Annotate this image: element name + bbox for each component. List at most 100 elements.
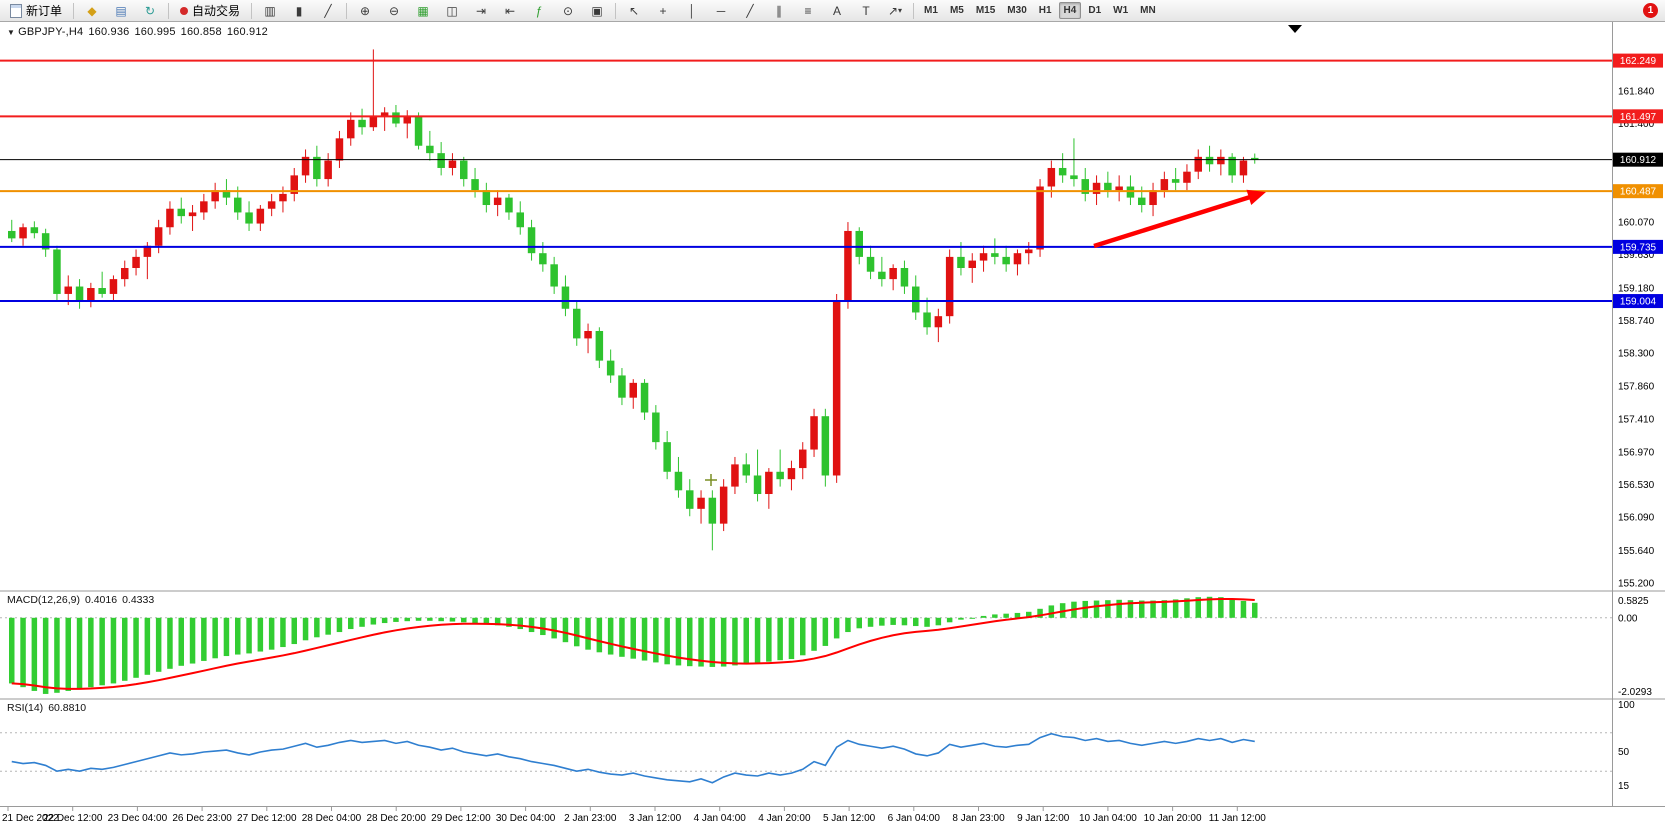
- candle-body: [121, 268, 129, 280]
- time-axis-label: 30 Dec 04:00: [496, 813, 556, 824]
- period-button[interactable]: ⊙: [554, 1, 582, 21]
- tile-windows-button[interactable]: ◫: [438, 1, 466, 21]
- trend-arrow-shaft[interactable]: [1093, 193, 1256, 249]
- timeframe-button-M5[interactable]: M5: [949, 5, 964, 16]
- indicators-button[interactable]: ƒ: [525, 1, 553, 21]
- candle-body: [369, 116, 378, 128]
- candle-body: [686, 490, 694, 509]
- candle-body: [347, 119, 355, 139]
- macd-histogram-bar: [1105, 600, 1111, 618]
- history-center-button[interactable]: ↻: [136, 1, 164, 21]
- arrows-tool-button[interactable]: ↗ ▾: [881, 1, 909, 21]
- macd-histogram-bar: [969, 617, 975, 619]
- candle-body: [1104, 182, 1112, 191]
- macd-histogram-bar: [619, 617, 625, 657]
- channel-button[interactable]: ∥: [765, 1, 793, 21]
- time-axis-label: 8 Jan 23:00: [952, 813, 1005, 824]
- macd-histogram-bar: [189, 617, 196, 664]
- trendline-button[interactable]: ╱: [736, 1, 764, 21]
- price-badge: [1613, 184, 1663, 199]
- macd-histogram-bar: [980, 615, 987, 618]
- candle-body: [1115, 186, 1123, 191]
- chart-shift-button[interactable]: ⇤: [496, 1, 524, 21]
- macd-histogram-bar: [20, 617, 26, 688]
- timeframe-button-MN[interactable]: MN: [1140, 5, 1156, 16]
- timeframe-button-H1[interactable]: H1: [1038, 5, 1052, 16]
- chart-shift-marker[interactable]: [1288, 25, 1302, 33]
- timeframe-button-M15[interactable]: M15: [975, 5, 996, 16]
- price-badge-label: 159.004: [1620, 297, 1657, 308]
- price-axis-label: 159.180: [1618, 284, 1655, 295]
- notification-badge[interactable]: 1: [1643, 3, 1658, 18]
- zoom-out-button[interactable]: ⊖: [380, 1, 408, 21]
- bar-chart-button[interactable]: ▥: [256, 1, 284, 21]
- candle-body: [471, 179, 479, 191]
- macd-histogram-bar: [1082, 600, 1088, 618]
- line-chart-button[interactable]: ╱: [314, 1, 342, 21]
- fibonacci-button[interactable]: ≡: [794, 1, 822, 21]
- time-axis-label: 23 Dec 04:00: [108, 813, 168, 824]
- crosshair-tool-button[interactable]: +: [649, 1, 677, 21]
- candle-body: [708, 497, 717, 524]
- macd-histogram-bar: [856, 617, 862, 629]
- metaeditor-button[interactable]: ◆: [78, 1, 106, 21]
- print-button[interactable]: ▤: [107, 1, 135, 21]
- cursor-tool-button[interactable]: ↖: [620, 1, 648, 21]
- timeframe-button-W1[interactable]: W1: [1113, 5, 1129, 16]
- arrow-tool-icon: ↗: [887, 3, 899, 18]
- timeframe-button-H4[interactable]: H4: [1058, 2, 1082, 19]
- vertical-line-button[interactable]: │: [678, 1, 706, 21]
- price-axis[interactable]: [1612, 22, 1665, 806]
- candle-body: [742, 464, 750, 476]
- macd-histogram-bar: [1184, 598, 1190, 618]
- macd-histogram-bar: [257, 617, 264, 652]
- macd-histogram-bar: [1229, 599, 1235, 618]
- candle-body: [132, 256, 140, 269]
- macd-histogram-bar: [992, 614, 998, 618]
- candle-body: [87, 288, 95, 302]
- macd-histogram-bar: [585, 617, 591, 650]
- main-chart-plot-area[interactable]: [0, 22, 1612, 590]
- text-tool-button[interactable]: A: [823, 1, 851, 21]
- candle-body: [595, 330, 604, 361]
- screenshot-button[interactable]: ▣: [583, 1, 611, 21]
- macd-histogram-bar: [212, 617, 218, 659]
- grid-button[interactable]: ▦: [409, 1, 437, 21]
- autoscroll-button[interactable]: ⇥: [467, 1, 495, 21]
- candle-body: [527, 227, 536, 254]
- candle-body: [1047, 167, 1056, 187]
- candle-body: [234, 197, 242, 213]
- autotrading-button[interactable]: 自动交易: [173, 1, 247, 21]
- timeframe-button-M1[interactable]: M1: [924, 5, 938, 16]
- macd-histogram-bar: [1093, 600, 1100, 618]
- timeframe-button-D1[interactable]: D1: [1088, 5, 1102, 16]
- macd-histogram-bar: [913, 617, 919, 627]
- candle-body: [889, 268, 897, 280]
- candle-body: [279, 193, 287, 202]
- candle-body: [1149, 190, 1157, 206]
- candle-body: [1013, 253, 1022, 265]
- zoom-in-button[interactable]: ⊕: [351, 1, 379, 21]
- candle-body: [1138, 197, 1146, 206]
- channel-icon: ∥: [776, 3, 783, 18]
- timeframe-button-M30[interactable]: M30: [1007, 5, 1027, 16]
- horizontal-line-button[interactable]: ─: [707, 1, 735, 21]
- macd-histogram-bar: [167, 617, 173, 669]
- trend-arrow-head[interactable]: [1246, 189, 1266, 206]
- price-axis-label: 160.070: [1618, 218, 1655, 229]
- tile-windows-icon: ◫: [446, 3, 458, 18]
- candle-body: [177, 208, 185, 217]
- candle-body: [1251, 157, 1259, 160]
- candle-body: [753, 475, 762, 495]
- candle-body: [1025, 249, 1033, 254]
- price-badge: [1613, 239, 1663, 254]
- symbol-dropdown-icon[interactable]: ▼: [7, 28, 16, 37]
- macd-histogram-bar: [314, 617, 320, 638]
- label-tool-button[interactable]: T: [852, 1, 880, 21]
- candlestick-chart-button[interactable]: ▮: [285, 1, 313, 21]
- macd-histogram-bar: [924, 617, 930, 627]
- macd-histogram-bar: [427, 617, 433, 621]
- candle-body: [335, 138, 344, 161]
- new-order-button[interactable]: 新订单: [3, 1, 69, 21]
- time-axis[interactable]: [0, 806, 1665, 828]
